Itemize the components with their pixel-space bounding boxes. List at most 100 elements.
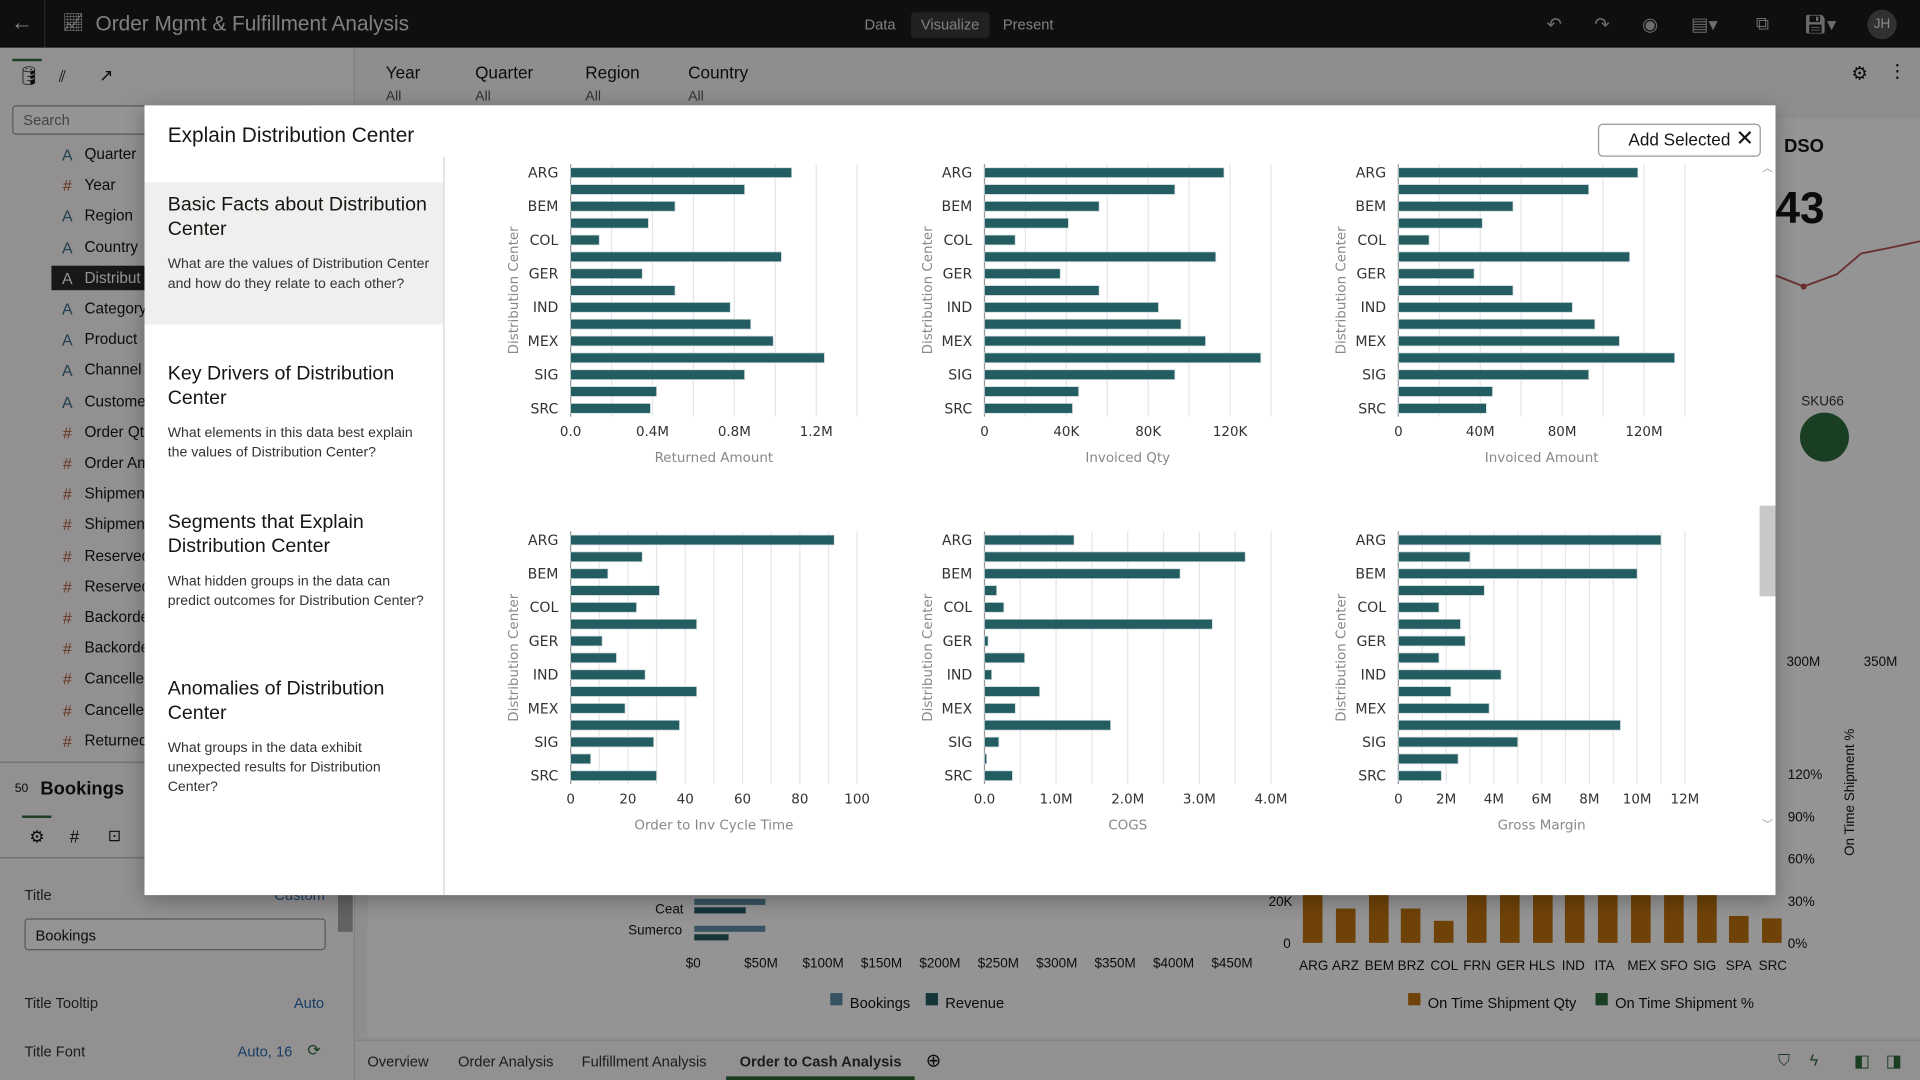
bar-ind[interactable] xyxy=(570,669,646,680)
bar-arg[interactable] xyxy=(570,167,793,178)
gear-icon[interactable]: ⚙ xyxy=(29,826,45,847)
bar-arz[interactable] xyxy=(1398,551,1471,563)
field-item[interactable]: Order Am xyxy=(84,454,151,472)
bar-bem[interactable] xyxy=(984,201,1100,212)
bar-ind[interactable] xyxy=(570,302,731,313)
filter-settings-icon[interactable]: ⚙ xyxy=(1851,63,1868,85)
bar[interactable] xyxy=(1729,915,1750,943)
bar-bem[interactable] xyxy=(1398,201,1514,212)
bar-sfo[interactable] xyxy=(1398,352,1676,364)
bar[interactable] xyxy=(1335,908,1356,943)
bar[interactable] xyxy=(1696,893,1717,943)
filter-region[interactable]: Region xyxy=(585,62,640,83)
field-item[interactable]: Category xyxy=(84,300,147,318)
bar[interactable] xyxy=(1466,893,1487,943)
bar-frn[interactable] xyxy=(570,251,782,263)
field-item[interactable]: Order Qt xyxy=(84,423,145,441)
bar-sfo[interactable] xyxy=(1398,719,1621,731)
bar-frn[interactable] xyxy=(570,618,698,630)
lightning-icon[interactable]: ϟ xyxy=(1809,1050,1819,1069)
add-selected-button[interactable]: Add Selected xyxy=(1597,123,1761,157)
explain-option[interactable]: Segments that Explain Distribution Cente… xyxy=(144,500,443,635)
bar[interactable] xyxy=(694,898,766,905)
hash-icon[interactable]: # xyxy=(69,826,80,847)
bar-spa[interactable] xyxy=(1398,753,1459,765)
tab-data[interactable]: Data xyxy=(864,15,896,34)
bar-hls[interactable] xyxy=(570,652,617,664)
bar-brz[interactable] xyxy=(570,217,649,229)
bar[interactable] xyxy=(1565,893,1585,943)
bar-frn[interactable] xyxy=(984,251,1217,263)
bar-arz[interactable] xyxy=(570,184,745,195)
bar-arg[interactable] xyxy=(1398,534,1662,546)
bar-bem[interactable] xyxy=(570,568,609,579)
bar[interactable] xyxy=(1368,893,1389,943)
bar-brz[interactable] xyxy=(570,585,660,596)
layout-left-icon[interactable]: ◧ xyxy=(1853,1050,1871,1071)
sku-bubble[interactable] xyxy=(1800,412,1849,462)
bar-col[interactable] xyxy=(1398,602,1440,613)
bar-frn[interactable] xyxy=(1398,251,1631,263)
bar-src[interactable] xyxy=(1398,770,1442,781)
bar-mex[interactable] xyxy=(570,703,626,714)
database-icon[interactable]: 🛢︎ xyxy=(17,66,41,87)
bar-brz[interactable] xyxy=(1398,585,1485,596)
field-item[interactable]: Backorde xyxy=(84,608,150,626)
bar-bem[interactable] xyxy=(984,568,1181,579)
bar-ita[interactable] xyxy=(984,318,1182,330)
bar[interactable] xyxy=(1663,893,1684,943)
explain-option[interactable]: Basic Facts about Distribution Center Wha… xyxy=(144,182,444,325)
field-item[interactable]: Reserved xyxy=(84,577,151,595)
field-item[interactable]: Reserved xyxy=(84,546,151,564)
bar-arz[interactable] xyxy=(984,184,1176,195)
filter-value[interactable]: All xyxy=(475,89,491,105)
bar-sfo[interactable] xyxy=(984,719,1111,731)
field-item[interactable]: Returned xyxy=(84,731,148,750)
bar-brz[interactable] xyxy=(984,585,998,596)
bar-hls[interactable] xyxy=(570,285,676,296)
bar-frn[interactable] xyxy=(984,618,1213,630)
bar-sig[interactable] xyxy=(570,369,745,380)
bar-ind[interactable] xyxy=(984,302,1159,313)
tab-order-to-cash-analysis[interactable]: Order to Cash Analysis xyxy=(739,1053,902,1071)
bar-brz[interactable] xyxy=(1398,217,1483,229)
field-item[interactable]: Custome xyxy=(84,392,146,410)
field-item[interactable]: Quarter xyxy=(84,145,137,163)
avatar[interactable]: JH xyxy=(1867,9,1897,40)
bar-ger[interactable] xyxy=(984,268,1061,279)
bar-arg[interactable] xyxy=(570,534,835,546)
bar-brz[interactable] xyxy=(984,217,1069,229)
bar-mex[interactable] xyxy=(984,703,1016,714)
bar-ind[interactable] xyxy=(1398,669,1502,680)
filter-icon[interactable]: ⛉ xyxy=(1777,1050,1790,1069)
bar-hls[interactable] xyxy=(1398,285,1514,296)
bar-hls[interactable] xyxy=(984,285,1100,296)
bar-arz[interactable] xyxy=(984,551,1246,563)
tooltip-value[interactable]: Auto xyxy=(293,994,325,1012)
bar-col[interactable] xyxy=(570,234,600,246)
bar-sfo[interactable] xyxy=(570,352,825,364)
bar-col[interactable] xyxy=(984,602,1005,613)
tab-visualize[interactable]: Visualize xyxy=(911,12,990,38)
analytics-icon[interactable]: ↗ xyxy=(99,64,114,85)
bar-src[interactable] xyxy=(1398,403,1487,414)
scroll-down-icon[interactable]: ﹀ xyxy=(1762,817,1774,831)
field-item[interactable]: Product xyxy=(84,330,138,348)
field-item[interactable]: Region xyxy=(84,207,134,225)
bar-frn[interactable] xyxy=(1398,618,1461,630)
action-icon[interactable]: ⊡ xyxy=(107,826,122,845)
field-item[interactable]: Country xyxy=(84,238,139,256)
close-icon[interactable]: ✕ xyxy=(1735,126,1755,151)
add-tab-icon[interactable]: ⊕ xyxy=(925,1050,942,1072)
explain-option[interactable]: Anomalies of Distribution Center What gro… xyxy=(144,666,443,801)
field-item[interactable]: Shipmen xyxy=(84,485,145,503)
bar-src[interactable] xyxy=(570,770,657,781)
font-value[interactable]: Auto, 16 xyxy=(237,1043,293,1061)
bar-spa[interactable] xyxy=(1398,386,1493,397)
title-input[interactable]: Bookings xyxy=(24,918,326,951)
narrate-icon[interactable]: ◉ xyxy=(1642,14,1659,36)
bar[interactable] xyxy=(694,925,766,932)
bar-ita[interactable] xyxy=(984,686,1041,697)
tab-overview[interactable]: Overview xyxy=(367,1053,429,1071)
field-item[interactable]: Shipmen xyxy=(84,515,145,534)
